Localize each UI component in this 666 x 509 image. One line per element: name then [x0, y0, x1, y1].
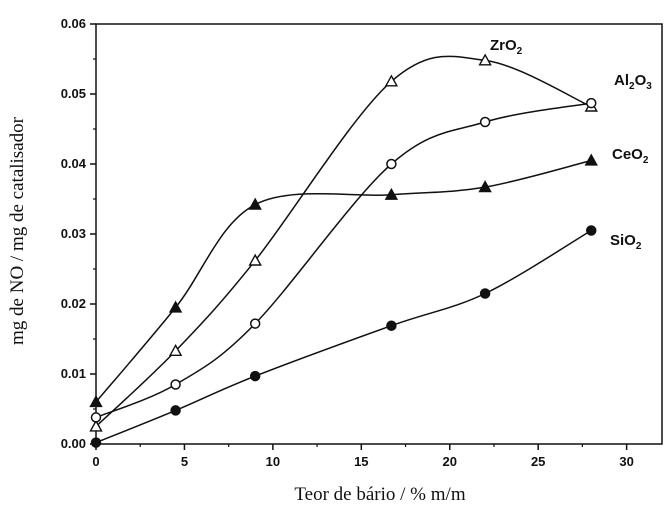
- series-label-zro2: ZrO2: [490, 37, 523, 57]
- x-tick-label: 20: [443, 454, 457, 469]
- series-label-text: SiO: [610, 232, 636, 249]
- x-tick-label: 30: [619, 454, 633, 469]
- y-tick-label: 0.00: [61, 436, 86, 451]
- series-line-ceo2: [95, 159, 592, 403]
- series-markers: [89, 53, 598, 448]
- y-tick-label: 0.02: [61, 296, 86, 311]
- series-label-text: ZrO: [490, 37, 517, 54]
- series-label-text: Al: [614, 72, 629, 89]
- y-axis: 0.00 0.01 0.02 0.03 0.04 0.05 0.06: [61, 16, 96, 451]
- point-sio2: [249, 370, 261, 382]
- point-zro2: [89, 419, 103, 432]
- point-sio2: [479, 288, 491, 299]
- series-line-sio2: [95, 229, 592, 444]
- series-label-al2o3: Al2O3: [614, 72, 652, 92]
- y-tick-label: 0.03: [61, 226, 86, 241]
- point-sio2: [386, 320, 397, 331]
- series-label-text: CeO: [612, 146, 643, 163]
- point-ceo2: [384, 187, 399, 200]
- point-ceo2: [478, 180, 492, 193]
- point-zro2: [384, 74, 399, 87]
- y-tick-label: 0.04: [61, 156, 87, 171]
- point-al2o3: [249, 318, 261, 329]
- point-al2o3: [170, 379, 181, 390]
- point-ceo2: [168, 300, 183, 313]
- y-tick-label: 0.06: [61, 16, 86, 31]
- point-zro2: [168, 343, 183, 356]
- point-al2o3: [386, 158, 397, 170]
- series-label-subscript: 3: [646, 81, 652, 92]
- point-zro2: [478, 53, 492, 66]
- series-label-text: O: [635, 72, 647, 89]
- series-label-ceo2: CeO2: [612, 146, 649, 166]
- series-label-subscript: 2: [517, 46, 523, 57]
- point-sio2: [170, 405, 181, 416]
- series-line-zro2: [95, 55, 592, 428]
- y-tick-label: 0.05: [61, 86, 86, 101]
- point-al2o3: [479, 116, 491, 128]
- y-tick-label: 0.01: [61, 366, 86, 381]
- point-ceo2: [248, 197, 262, 210]
- series-label-subscript: 2: [643, 155, 649, 166]
- point-al2o3: [90, 412, 102, 423]
- point-ceo2: [89, 395, 103, 408]
- x-axis: 0 5 10 15 20 25 30: [92, 444, 634, 469]
- x-tick-label: 5: [181, 454, 188, 469]
- series-label-subscript: 2: [629, 81, 635, 92]
- x-tick-label: 15: [354, 454, 368, 469]
- series-line-al2o3: [95, 102, 592, 419]
- x-axis-title: Teor de bário / % m/m: [294, 484, 465, 505]
- series-label-subscript: 2: [636, 241, 642, 252]
- point-ceo2: [584, 153, 598, 166]
- series-label-sio2: SiO2: [610, 232, 642, 252]
- x-tick-label: 10: [266, 454, 280, 469]
- series-curves: [95, 55, 592, 444]
- point-sio2: [90, 437, 102, 448]
- point-al2o3: [586, 97, 597, 109]
- point-zro2: [248, 253, 262, 266]
- y-axis-title: mg de NO / mg de catalisador: [7, 116, 28, 345]
- x-tick-label: 0: [92, 454, 99, 469]
- x-tick-label: 25: [531, 454, 545, 469]
- point-sio2: [586, 225, 597, 236]
